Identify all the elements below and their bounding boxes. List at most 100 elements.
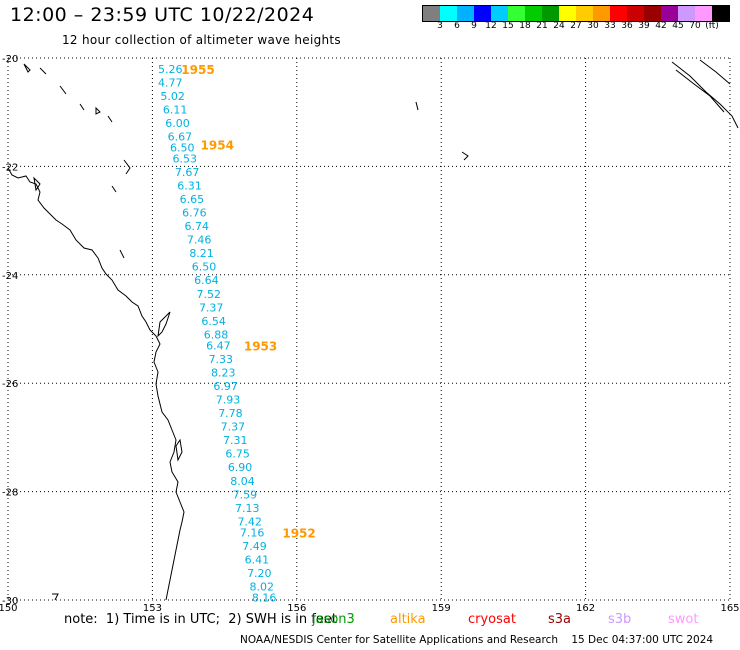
legend-label: 30 <box>587 21 599 31</box>
wave-height-value: 7.20 <box>247 567 272 580</box>
wave-height-value: 6.97 <box>213 380 238 393</box>
legend-label: (ft) <box>705 21 719 31</box>
satellite-s3a: s3a <box>548 612 572 627</box>
legend-swatch <box>542 6 559 21</box>
wave-height-value: 6.31 <box>177 179 202 192</box>
legend-label: 3 <box>437 21 443 31</box>
wave-height-value: 6.54 <box>201 315 226 328</box>
island-4 <box>79 103 85 111</box>
wave-height-value: 4.77 <box>158 76 183 89</box>
latitude-label: -26 <box>2 379 18 390</box>
legend-swatch <box>474 6 491 21</box>
island-10 <box>415 101 419 111</box>
wave-height-value: 5.02 <box>160 90 185 103</box>
legend-swatch <box>695 6 712 21</box>
map-title: 12:00 – 23:59 UTC 10/22/2024 <box>10 4 315 26</box>
longitude-label: 150 <box>0 603 18 612</box>
wave-height-value: 6.11 <box>163 103 188 116</box>
lat-lon-grid <box>7 57 731 601</box>
latitude-label: -28 <box>2 488 18 499</box>
wave-height-value: 6.00 <box>165 117 190 130</box>
map-subtitle: 12 hour collection of altimeter wave hei… <box>62 33 341 47</box>
latitude-label: -22 <box>2 162 18 173</box>
island-3 <box>59 85 67 95</box>
wave-height-value: 6.47 <box>206 339 231 352</box>
wave-height-value: 6.74 <box>185 220 210 233</box>
longitude-label: 162 <box>576 603 595 612</box>
legend-swatch <box>576 6 593 21</box>
legend-swatch <box>610 6 627 21</box>
island-7 <box>123 159 131 175</box>
altimeter-track: 5.264.775.026.116.006.676.506.537.676.31… <box>158 63 276 604</box>
units-note: note: 1) Time is in UTC; 2) SWH is in fe… <box>64 612 337 627</box>
legend-swatch <box>593 6 610 21</box>
time-label: 1952 <box>282 526 315 540</box>
legend-swatch <box>525 6 542 21</box>
footer-note-row: note: 1) Time is in UTC; 2) SWH is in fe… <box>0 612 740 632</box>
legend-label: 18 <box>519 21 531 31</box>
legend-swatch <box>423 6 440 21</box>
wave-height-value: 7.42 <box>237 515 261 528</box>
wave-height-value: 7.49 <box>242 540 267 553</box>
island-2 <box>39 67 47 75</box>
legend-swatch <box>559 6 576 21</box>
legend-swatch <box>712 6 729 21</box>
legend-swatch <box>491 6 508 21</box>
wave-height-value: 6.53 <box>172 152 197 165</box>
longitude-label: 165 <box>720 603 739 612</box>
wave-height-value: 7.93 <box>216 393 241 406</box>
wave-height-value: 8.04 <box>230 475 255 488</box>
wave-height-value: 6.67 <box>168 131 193 144</box>
island-11 <box>461 151 469 161</box>
wave-height-value: 6.64 <box>194 274 219 287</box>
wave-height-value: 7.67 <box>175 166 200 179</box>
wave-height-value: 6.76 <box>182 206 207 219</box>
legend-swatch <box>678 6 695 21</box>
latitude-label: -24 <box>2 271 18 282</box>
satellite-s3b: s3b <box>608 612 632 627</box>
wave-height-value: 8.23 <box>211 366 236 379</box>
moreton-island <box>175 438 183 462</box>
legend-label: 15 <box>502 21 514 31</box>
island-9 <box>119 249 125 259</box>
new-caledonia <box>671 59 739 129</box>
wave-height-value: 6.50 <box>170 141 195 154</box>
satellite-jason3: jason3 <box>312 612 355 627</box>
longitude-label: 159 <box>432 603 451 612</box>
wave-height-value: 7.52 <box>197 288 222 301</box>
legend-label: 27 <box>570 21 582 31</box>
island-12 <box>52 593 59 601</box>
island-1 <box>23 63 31 73</box>
island-5 <box>95 106 101 115</box>
island-8 <box>111 185 117 193</box>
color-legend <box>422 5 730 22</box>
legend-label: 36 <box>621 21 633 31</box>
time-label: 1955 <box>181 63 214 77</box>
legend-swatch <box>644 6 661 21</box>
legend-label: 33 <box>604 21 616 31</box>
color-legend-labels: 3 6 9 12 15 18 21 24 27 30 33 36 39 42 45 70 (ft) <box>422 21 740 35</box>
wave-height-value: 7.31 <box>223 434 248 447</box>
latitude-label: -30 <box>2 596 18 607</box>
legend-label: 70 <box>689 21 701 31</box>
wave-height-value: 6.65 <box>180 193 205 206</box>
wave-height-value: 7.37 <box>221 421 246 434</box>
legend-swatch <box>508 6 525 21</box>
wave-height-value: 7.46 <box>187 234 212 247</box>
wave-height-value: 6.50 <box>192 261 217 274</box>
legend-label: 6 <box>454 21 460 31</box>
wave-height-value: 8.16 <box>252 591 276 604</box>
fraser-island <box>157 311 171 338</box>
wave-height-value: 8.21 <box>189 247 214 260</box>
wave-height-value: 7.16 <box>240 526 265 539</box>
longitude-label: 153 <box>143 603 162 612</box>
island-6 <box>107 115 113 123</box>
legend-swatch <box>440 6 457 21</box>
whitsunday-group <box>33 176 41 192</box>
wave-height-value: 7.33 <box>209 353 234 366</box>
australia-coastline <box>7 167 185 601</box>
wave-height-value: 5.26 <box>158 63 183 76</box>
wave-height-value: 6.75 <box>225 448 250 461</box>
